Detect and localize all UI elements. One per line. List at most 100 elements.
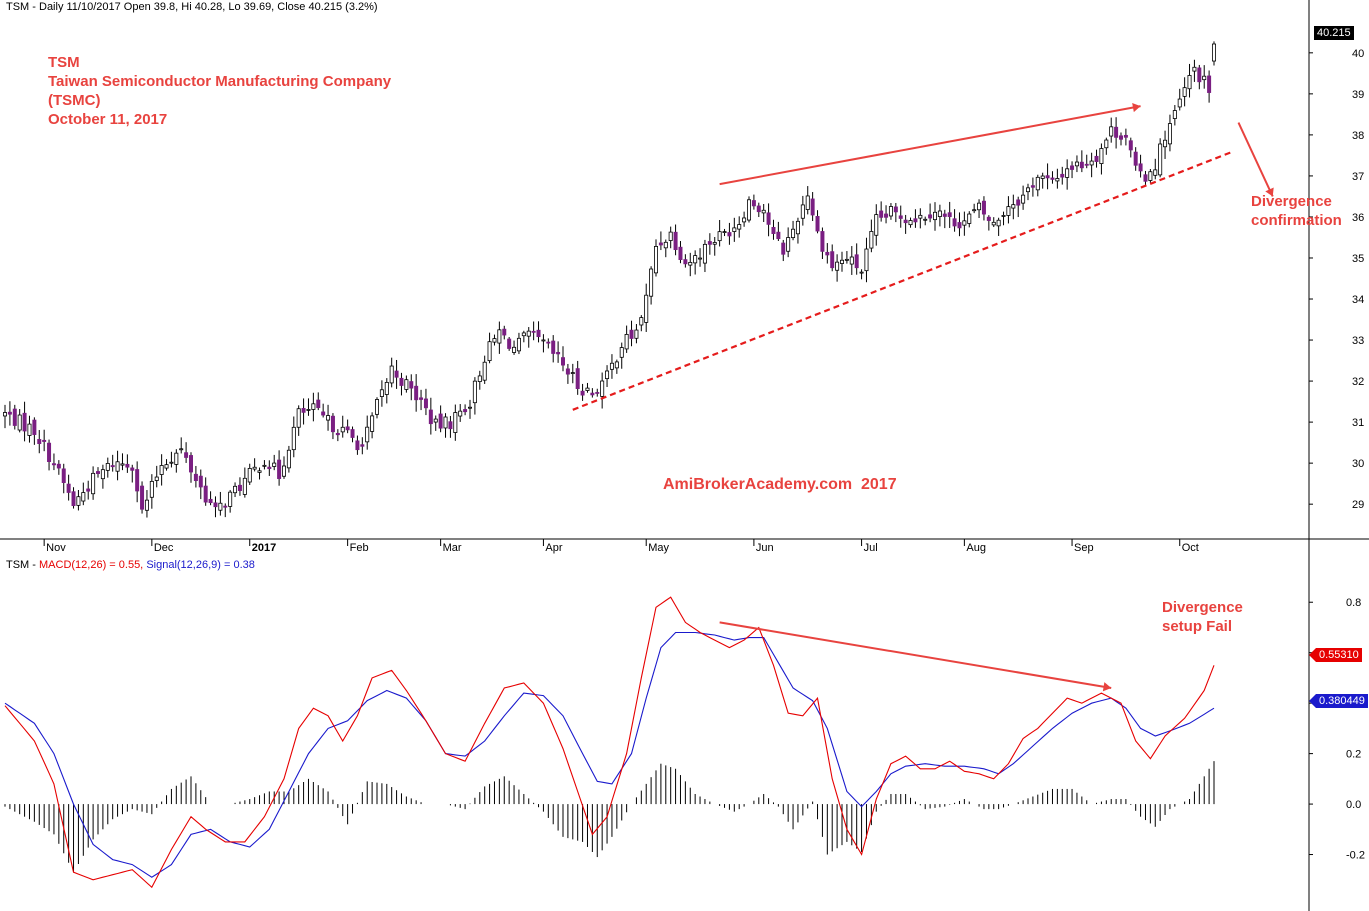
- candle-up: [311, 403, 316, 410]
- candle-up: [737, 224, 742, 230]
- candle-down: [32, 419, 37, 435]
- candle-up: [1148, 171, 1153, 181]
- candle-down: [321, 411, 326, 416]
- candle-up: [967, 213, 972, 224]
- candle-down: [223, 505, 228, 508]
- candle-up: [933, 211, 938, 221]
- candle-down: [830, 251, 835, 269]
- candle-down: [7, 411, 12, 415]
- candle-up: [1035, 176, 1040, 191]
- candle-up: [169, 461, 174, 464]
- price-x-tick-label: Sep: [1074, 542, 1094, 554]
- price-x-tick-label: Aug: [966, 542, 986, 554]
- candle-down: [903, 219, 908, 224]
- candle-up: [654, 246, 659, 274]
- candle-up: [512, 346, 517, 353]
- candle-down: [820, 231, 825, 252]
- divergence-fail-line: setup Fail: [1162, 618, 1233, 635]
- candle-up: [698, 257, 703, 260]
- candle-down: [565, 368, 570, 375]
- candle-up: [717, 231, 722, 242]
- candle-down: [986, 216, 991, 221]
- candle-down: [414, 385, 419, 401]
- candle-down: [771, 226, 776, 234]
- candle-down: [419, 397, 424, 400]
- candle-up: [712, 242, 717, 245]
- candle-up: [467, 406, 472, 409]
- candle-up: [384, 381, 389, 395]
- candle-down: [267, 466, 272, 470]
- candle-up: [619, 347, 624, 358]
- candle-up: [453, 412, 458, 433]
- price-x-tick-label: 2017: [252, 542, 276, 554]
- candle-down: [1197, 67, 1202, 83]
- price-y-tick-label: 35: [1352, 253, 1364, 265]
- macd-tag-pointer: [1309, 648, 1316, 662]
- candle-up: [3, 412, 8, 417]
- candle-up: [458, 410, 463, 417]
- candle-down: [1133, 151, 1138, 166]
- upper-trend-arrowhead: [1132, 103, 1141, 113]
- candle-down: [683, 259, 688, 265]
- candle-up: [609, 362, 614, 370]
- candle-up: [742, 217, 747, 223]
- candle-down: [463, 409, 468, 413]
- company-annotation: TSM Taiwan Semiconductor Manufacturing C…: [48, 53, 391, 129]
- company-line: October 11, 2017: [48, 111, 168, 128]
- candle-down: [399, 377, 404, 386]
- candle-down: [756, 205, 761, 213]
- candle-down: [678, 246, 683, 260]
- candle-up: [1074, 161, 1079, 167]
- candle-up: [634, 329, 639, 339]
- macd-y-tick-label: 0.2: [1346, 749, 1361, 761]
- candle-down: [815, 216, 820, 232]
- divergence-confirmation-line: Divergence: [1251, 193, 1332, 210]
- candle-up: [585, 387, 590, 391]
- price-y-tick-label: 34: [1352, 294, 1364, 306]
- signal-value-tag: 0.380449: [1316, 694, 1368, 708]
- upper-trend-line: [719, 105, 1141, 186]
- candle-up: [805, 195, 810, 210]
- candle-up: [404, 379, 409, 390]
- candle-up: [389, 365, 394, 384]
- candle-down: [188, 455, 193, 473]
- candle-up: [272, 462, 277, 467]
- candle-up: [17, 414, 22, 431]
- candle-down: [536, 329, 541, 338]
- candle-down: [345, 426, 350, 431]
- confirmation-arrow-line: [1237, 122, 1274, 197]
- candle-down: [551, 340, 556, 354]
- candle-down: [766, 212, 771, 225]
- macd-header: TSM - MACD(12,26) = 0.55, Signal(12,26,9…: [6, 559, 255, 571]
- candle-down: [1070, 165, 1075, 170]
- candle-down: [22, 412, 27, 432]
- candle-up: [443, 416, 448, 429]
- candle-down: [61, 468, 66, 483]
- candle-up: [1187, 75, 1192, 90]
- candle-up: [1212, 43, 1217, 62]
- candle-up: [218, 502, 223, 511]
- candle-down: [1030, 185, 1035, 188]
- candle-down: [629, 329, 634, 339]
- candle-down: [531, 330, 536, 333]
- candle-down: [1128, 140, 1133, 151]
- candle-up: [918, 214, 923, 219]
- candle-up: [159, 465, 164, 475]
- candle-down: [96, 471, 101, 474]
- candle-down: [423, 398, 428, 409]
- macd-chart: -0.20.00.20.40.60.8: [4, 555, 1365, 911]
- candle-up: [1089, 160, 1094, 166]
- candle-down: [942, 213, 947, 217]
- company-line: TSM: [48, 54, 80, 71]
- candle-down: [335, 432, 340, 436]
- macd-y-tick-label: 0.0: [1346, 799, 1361, 811]
- candle-down: [42, 439, 47, 442]
- candle-up: [972, 209, 977, 212]
- candle-down: [409, 381, 414, 389]
- candle-up: [1065, 168, 1070, 178]
- candle-down: [1114, 126, 1119, 138]
- candle-up: [433, 418, 438, 423]
- candle-down: [130, 467, 135, 471]
- candle-up: [835, 261, 840, 271]
